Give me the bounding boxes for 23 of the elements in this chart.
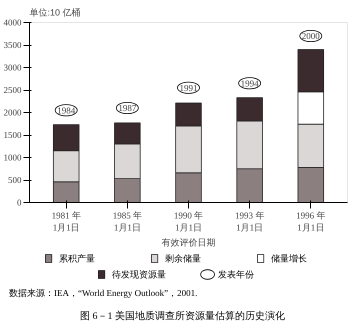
text: 图 6－1 美国地质调查所资源量估算的历史演化 <box>80 310 285 324</box>
y-tick-label: 3000 <box>4 62 22 72</box>
y-tick-label: 1500 <box>4 130 22 140</box>
legend-label: 储量增长 <box>271 254 308 264</box>
y-tick-label: 2500 <box>4 85 22 95</box>
y-tick-label: 0 <box>17 198 22 208</box>
x-tick-label: 1981 年 1月1日 <box>52 210 81 232</box>
x-tick-label: 1985 年 1月1日 <box>112 210 142 232</box>
legend-label: 剩余储量 <box>165 254 202 264</box>
x-tick-label: 1996 年 1月1日 <box>296 210 326 232</box>
y-tick-label: 500 <box>8 175 22 185</box>
y-tick-label: 4000 <box>4 18 22 28</box>
y-axis-title: 单位:10 亿桶 <box>30 8 81 18</box>
legend-label: 累积产量 <box>59 254 96 264</box>
x-tick-label: 1990 年 1月1日 <box>174 210 204 232</box>
x-tick-label: 1993 年 1月1日 <box>235 210 264 232</box>
legend-label: 发表年份 <box>218 270 254 280</box>
legend-label: 待发现资源量 <box>112 270 166 280</box>
y-tick-label: 3500 <box>4 40 22 50</box>
x-axis-title: 有效评价日期 <box>162 238 216 248</box>
y-tick-label: 1000 <box>4 152 22 162</box>
y-tick-label: 2000 <box>4 108 22 118</box>
source-note: 数据来源：IEA，“World Energy Outlook”，2001. <box>9 287 198 300</box>
